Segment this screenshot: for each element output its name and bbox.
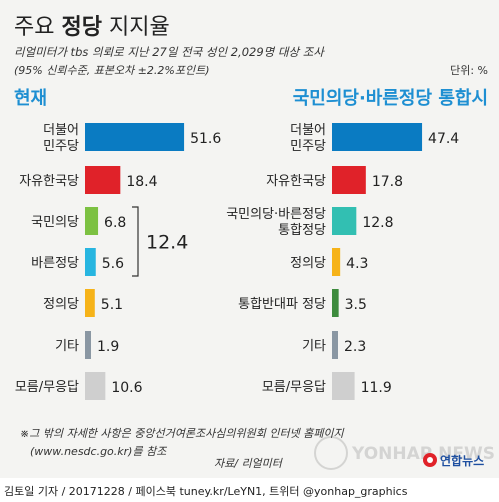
value-label: 11.9	[361, 380, 392, 396]
category-label: 자유한국당	[19, 174, 79, 189]
footnote-line2: (www.nesdc.go.kr)를 참조	[30, 445, 167, 458]
bar	[332, 123, 423, 151]
bar	[85, 289, 95, 317]
bar	[332, 207, 357, 235]
value-label: 17.8	[372, 174, 403, 190]
bar	[332, 289, 339, 317]
source-label: 자료/ 리얼미터	[214, 457, 284, 470]
watermark: YONHAP NEWS	[314, 436, 495, 470]
value-label: 3.5	[345, 297, 367, 313]
value-label: 47.4	[428, 131, 459, 147]
panel-title-merged: 국민의당·바른정당 통합시	[293, 87, 488, 109]
bar	[332, 248, 341, 276]
category-label: 기타	[302, 339, 326, 354]
current-panel: 더불어 민주당 51.6 자유한국당 18.4 국민의당 6.8 바른정당 5.6 정의당 5.1 기…	[15, 123, 221, 400]
bracket-line	[132, 206, 139, 277]
unit-label: 단위: %	[450, 64, 488, 77]
category-label: 통합반대파 정당	[238, 297, 326, 312]
value-label: 4.3	[346, 256, 368, 272]
value-label: 12.8	[362, 215, 393, 231]
merged-panel: 더불어 민주당 47.4 자유한국당 17.8 국민의당·바른정당 통합정당 12.8 정의당 4…	[226, 123, 459, 400]
bar	[332, 166, 366, 194]
category-label: 정의당	[43, 297, 79, 312]
value-label: 6.8	[104, 215, 126, 231]
brand-name: 연합뉴스	[440, 453, 484, 468]
footnote-line1: ※그 밖의 자세한 사항은 중앙선거여론조사심의위원회 인터넷 홈페이지	[20, 427, 345, 440]
category-label: 더불어 민주당	[290, 123, 326, 154]
bar	[85, 207, 99, 235]
bar	[85, 166, 121, 194]
sum-bracket: 12.4	[132, 206, 188, 277]
panel-title-current: 현재	[14, 88, 47, 109]
category-label: 더불어 민주당	[43, 123, 79, 154]
value-label: 51.6	[190, 131, 221, 147]
value-label: 5.1	[101, 297, 123, 313]
category-label: 기타	[55, 339, 79, 354]
bar	[85, 123, 185, 151]
subtitle-line2: (95% 신뢰수준, 표본오차 ±2.2%포인트)	[14, 64, 210, 77]
footer-background	[0, 478, 499, 502]
subtitle-line1: 리얼미터가 tbs 의뢰로 지난 27일 전국 성인 2,029명 대상 조사	[14, 45, 325, 59]
credit-line: 김토일 기자 / 20171228 / 페이스북 tuney.kr/LeYN1,…	[4, 484, 408, 498]
value-label: 2.3	[344, 339, 366, 355]
watermark-text: YONHAP NEWS	[351, 444, 495, 464]
category-label: 정의당	[290, 256, 326, 271]
value-label: 5.6	[102, 256, 124, 272]
bracket-sum-label: 12.4	[146, 232, 188, 254]
brand-logo: 연합뉴스	[423, 453, 484, 468]
watermark-logo-icon	[314, 436, 348, 470]
value-label: 1.9	[97, 339, 119, 355]
bar	[332, 331, 338, 359]
value-label: 10.6	[111, 380, 142, 396]
category-label: 국민의당	[31, 215, 79, 230]
bar	[85, 331, 91, 359]
value-label: 18.4	[126, 174, 157, 190]
bar	[332, 372, 355, 400]
category-label: 바른정당	[31, 256, 79, 271]
chart-title: 주요 정당 지지율	[14, 15, 170, 40]
category-label: 모름/무응답	[262, 380, 326, 395]
bar	[85, 372, 106, 400]
bar	[85, 248, 96, 276]
category-label: 자유한국당	[266, 174, 326, 189]
category-label: 모름/무응답	[15, 380, 79, 395]
category-label: 국민의당·바른정당 통합정당	[226, 207, 326, 238]
